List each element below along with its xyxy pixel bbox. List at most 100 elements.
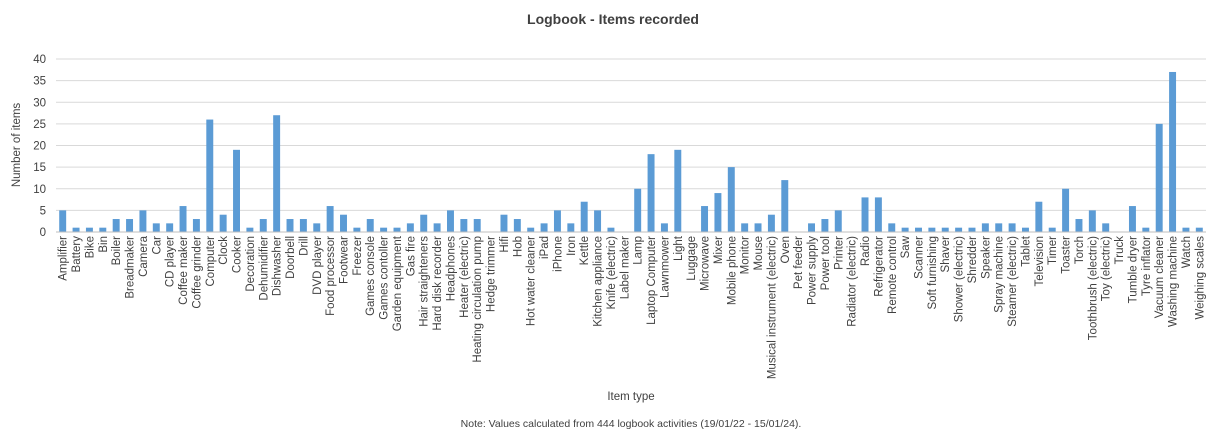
x-tick-label: Coffee maker: [178, 236, 190, 305]
x-tick-label: Amplifier: [58, 236, 70, 281]
x-tick-label: Truck: [1114, 236, 1126, 265]
bar: [754, 223, 762, 232]
bar: [594, 210, 602, 232]
bar: [433, 223, 441, 232]
x-tick-label: Tablet: [1020, 235, 1032, 266]
x-tick-label: Coffee grinder: [191, 236, 203, 309]
bar: [206, 119, 214, 232]
bar: [1142, 227, 1150, 232]
bar: [901, 227, 909, 232]
x-tick-label: Lamp: [633, 236, 645, 265]
chart-note: Note: Values calculated from 444 logbook…: [461, 418, 802, 430]
x-tick-label: Oven: [780, 236, 792, 264]
x-tick-label: Tyre inflator: [1141, 236, 1153, 296]
y-tick-label: 0: [40, 227, 46, 239]
bar: [1088, 210, 1096, 232]
x-tick-label: Cooker: [232, 236, 244, 273]
x-tick-label: Hob: [512, 236, 524, 257]
bar: [286, 219, 294, 232]
bar: [888, 223, 896, 232]
bar: [874, 197, 882, 232]
x-tick-label: Car: [151, 236, 163, 255]
bar: [72, 227, 80, 232]
x-tick-label: Toothbrush (electric): [1087, 236, 1099, 340]
bar: [968, 227, 976, 232]
bar: [152, 223, 160, 232]
y-tick-label: 40: [33, 54, 46, 66]
x-tick-label: Laptop Computer: [646, 236, 658, 325]
bar: [1008, 223, 1016, 232]
gridlines: [56, 58, 1206, 211]
bar: [406, 223, 414, 232]
y-axis-title: Number of items: [11, 103, 23, 188]
bar: [313, 223, 321, 232]
bar: [1182, 227, 1190, 232]
bar: [126, 219, 134, 232]
x-tick-label: Monitor: [740, 236, 752, 275]
bar: [139, 210, 147, 232]
bar: [85, 227, 93, 232]
bar: [634, 188, 642, 232]
bar: [915, 227, 922, 232]
bar: [607, 227, 615, 232]
x-tick-label: Iron: [566, 236, 578, 256]
x-tick-label: Knife (electric): [606, 236, 618, 310]
bar: [259, 219, 267, 232]
bar: [674, 149, 682, 232]
x-tick-label: Hedge trimmer: [486, 236, 498, 312]
bar: [1022, 227, 1029, 232]
x-tick-label: Vacuum cleaner: [1154, 236, 1166, 318]
x-tick-label: Weighing scales: [1194, 236, 1206, 320]
x-tick-label: Bike: [84, 236, 96, 258]
bar: [112, 219, 120, 232]
bar: [59, 210, 67, 232]
x-tick-label: Toy (electric): [1101, 236, 1113, 301]
bar: [1048, 227, 1056, 232]
bar: [995, 223, 1003, 232]
bar: [273, 115, 281, 232]
bar: [393, 227, 401, 232]
x-tick-label: Games contoller: [379, 236, 391, 320]
bar: [1195, 227, 1203, 232]
x-tick-label: Label maker: [619, 236, 631, 299]
bar: [353, 227, 361, 232]
bar: [580, 201, 588, 232]
y-tick-label: 10: [33, 184, 46, 196]
x-tick-label: Shaver: [940, 236, 952, 273]
x-tick-label: Power supply: [807, 236, 819, 305]
x-tick-label: Mouse: [753, 236, 765, 271]
bar: [553, 210, 561, 232]
x-tick-label: iPad: [539, 236, 551, 259]
x-axis-ticks: Amplifier Battery Bike Bin Boiler Breadmaker C…: [58, 235, 1206, 379]
x-tick-label: Radio: [860, 236, 872, 266]
bar: [299, 219, 307, 232]
x-tick-label: Luggage: [686, 236, 698, 281]
bar: [179, 206, 187, 232]
bar: [660, 223, 668, 232]
x-tick-label: Washing machine: [1168, 236, 1180, 327]
x-tick-label: Spray machine: [994, 236, 1006, 313]
bar: [701, 206, 709, 232]
bar: [1169, 71, 1177, 232]
y-tick-label: 25: [33, 119, 46, 131]
x-tick-label: Pet feeder: [793, 236, 805, 289]
x-tick-label: Camera: [138, 235, 150, 277]
x-tick-label: Television: [1034, 236, 1046, 287]
x-tick-label: Breadmaker: [125, 236, 137, 299]
bar: [99, 227, 107, 232]
x-tick-label: Musical instrument (electric): [766, 236, 778, 379]
x-tick-label: CD player: [165, 236, 177, 287]
y-tick-label: 30: [33, 97, 46, 109]
x-tick-label: Microwave: [700, 236, 712, 291]
x-tick-label: Hifi: [499, 236, 511, 253]
bar: [955, 227, 963, 232]
bar: [861, 197, 869, 232]
bars: [59, 71, 1203, 232]
x-tick-label: Battery: [71, 236, 83, 273]
x-tick-label: Food processor: [325, 236, 337, 316]
bar: [928, 227, 936, 232]
x-tick-label: Hot water cleaner: [526, 236, 538, 326]
bar: [500, 214, 508, 232]
bar: [741, 223, 749, 232]
x-tick-label: Hair straighteners: [419, 236, 431, 327]
